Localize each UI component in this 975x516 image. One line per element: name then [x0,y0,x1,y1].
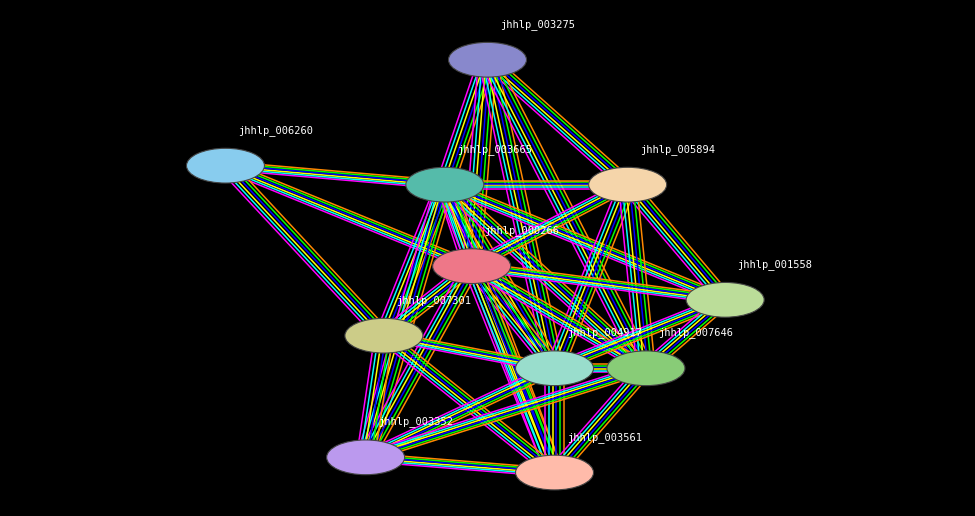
Circle shape [686,282,764,317]
Circle shape [516,351,594,385]
Circle shape [433,249,511,283]
Text: jhhlp_003665: jhhlp_003665 [457,144,532,155]
Text: jhhlp_007646: jhhlp_007646 [658,328,733,338]
Text: jhhlp_007301: jhhlp_007301 [396,295,471,306]
Circle shape [448,42,526,77]
Circle shape [186,148,264,183]
Text: jhhlp_005894: jhhlp_005894 [640,144,715,155]
Text: jhhlp_004917: jhhlp_004917 [566,328,642,338]
Text: jhhlp_003352: jhhlp_003352 [378,416,452,427]
Text: jhhlp_001558: jhhlp_001558 [737,259,812,270]
Circle shape [327,440,405,475]
Circle shape [345,318,423,353]
Circle shape [606,351,684,385]
Text: jhhlp_003561: jhhlp_003561 [566,432,642,443]
Text: jhhlp_006260: jhhlp_006260 [238,125,313,136]
Text: jhhlp_003275: jhhlp_003275 [499,19,574,30]
Text: jhhlp_000266: jhhlp_000266 [484,225,559,236]
Circle shape [516,455,594,490]
Circle shape [589,167,667,202]
Circle shape [406,167,484,202]
